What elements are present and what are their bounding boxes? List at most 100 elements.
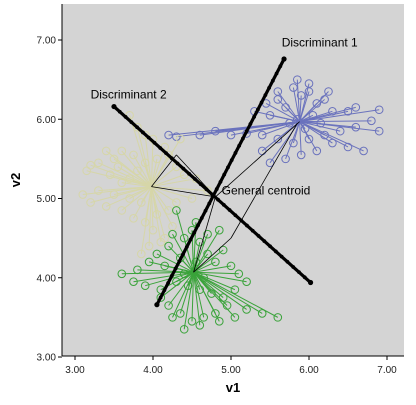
projection-line <box>193 237 232 273</box>
data-point <box>265 158 275 168</box>
discriminant-2-line-marker <box>268 244 272 249</box>
discriminant-2-line-marker <box>193 177 197 181</box>
discriminant-1-line-marker <box>166 281 171 285</box>
discriminant-1-line-marker <box>177 259 182 264</box>
data-point <box>257 130 267 140</box>
centroid-spokes <box>82 79 380 330</box>
data-point <box>133 265 142 275</box>
discriminant-1-line-marker <box>278 64 283 69</box>
centroid-link-line <box>215 121 300 198</box>
data-point <box>113 162 123 172</box>
discriminant-2-line-marker <box>210 192 215 197</box>
data-point <box>320 95 329 104</box>
spoke-line <box>160 271 194 298</box>
data-point <box>160 261 169 271</box>
spoke-line <box>299 121 364 152</box>
data-point <box>273 313 283 322</box>
data-point <box>199 313 208 322</box>
discriminant-1-line-marker <box>281 56 287 62</box>
data-point <box>367 116 376 126</box>
data-point <box>203 186 212 195</box>
data-point <box>168 229 177 239</box>
spoke-line <box>193 271 239 275</box>
spoke-line <box>193 271 220 322</box>
data-point <box>140 158 150 168</box>
centroid-link-line <box>193 196 216 273</box>
data-point <box>152 154 162 164</box>
x-tick-label: 5.00 <box>221 365 241 376</box>
discriminant-1-line-marker <box>229 158 234 163</box>
data-point <box>179 324 189 334</box>
data-point <box>222 301 232 310</box>
data-point <box>242 277 251 287</box>
data-point <box>242 305 251 314</box>
spoke-line <box>98 162 152 188</box>
discriminant-2-line-marker <box>256 234 261 238</box>
spoke-line <box>151 178 196 188</box>
spoke-line <box>285 121 301 160</box>
discriminant-2-line-marker <box>175 161 180 166</box>
spoke-line <box>193 271 204 279</box>
data-point <box>230 285 240 294</box>
data-point <box>117 269 127 279</box>
data-point <box>316 118 326 128</box>
y-tick-label: 6.00 <box>37 115 57 126</box>
x-tick-label: 4.00 <box>143 365 163 376</box>
spoke-line <box>172 271 195 318</box>
discriminant-2-line-marker <box>141 130 145 135</box>
data-point <box>125 194 134 203</box>
data-point <box>172 206 181 215</box>
data-point <box>140 217 150 227</box>
plot-area <box>62 4 404 356</box>
data-point <box>226 261 236 271</box>
discriminant-2-line-marker <box>279 254 284 259</box>
data-point <box>226 130 236 140</box>
data-point <box>203 249 212 259</box>
data-point <box>109 190 119 199</box>
data-point <box>211 257 220 267</box>
spoke-line <box>183 237 195 273</box>
discriminant-2-line-marker <box>291 265 296 269</box>
data-point <box>168 313 177 322</box>
data-point <box>328 107 337 116</box>
y-tick-label: 5.00 <box>37 194 57 205</box>
discriminant-2-line-marker <box>262 239 267 244</box>
data-point <box>195 130 205 140</box>
spoke-line <box>156 253 194 273</box>
discriminant-1-line-marker <box>169 273 174 278</box>
spoke-line <box>133 271 194 283</box>
spoke-line <box>193 272 205 318</box>
discriminant-2-line-marker <box>239 218 244 223</box>
spoke-line <box>105 186 152 207</box>
discriminant-1-line-marker <box>267 86 271 90</box>
data-point <box>308 110 318 120</box>
spoke-line <box>184 271 194 275</box>
annotations: Discriminant 1 Discriminant 2 General cent… <box>91 35 358 197</box>
discriminant-2-line-marker <box>129 120 134 124</box>
spoke-line <box>193 249 224 273</box>
spoke-line <box>277 91 301 122</box>
discriminant-1-line-marker <box>222 172 227 177</box>
data-point <box>179 233 189 243</box>
discriminant-2-line-marker <box>198 182 203 187</box>
discriminant-1-line-marker <box>158 295 163 300</box>
discriminant-1-line-marker <box>248 122 253 126</box>
data-point <box>137 198 146 207</box>
spoke-line <box>150 186 173 227</box>
x-tick-label: 6.00 <box>299 365 319 376</box>
centroid-link-line <box>151 186 216 198</box>
spoke-line <box>179 257 194 273</box>
data-point <box>133 122 142 132</box>
data-point <box>195 237 205 247</box>
spoke-line <box>193 265 232 273</box>
data-point <box>289 83 298 92</box>
discriminant-2-line-marker <box>285 259 290 264</box>
x-tick-label: 7.00 <box>377 365 397 376</box>
discriminant-2-line-marker <box>307 279 314 286</box>
spoke-line <box>137 269 194 273</box>
data-point <box>129 277 138 287</box>
data-point <box>144 257 154 267</box>
data-point <box>164 241 173 251</box>
discriminant-1-line-marker <box>252 114 257 119</box>
discriminant-1-line-marker <box>263 93 268 98</box>
